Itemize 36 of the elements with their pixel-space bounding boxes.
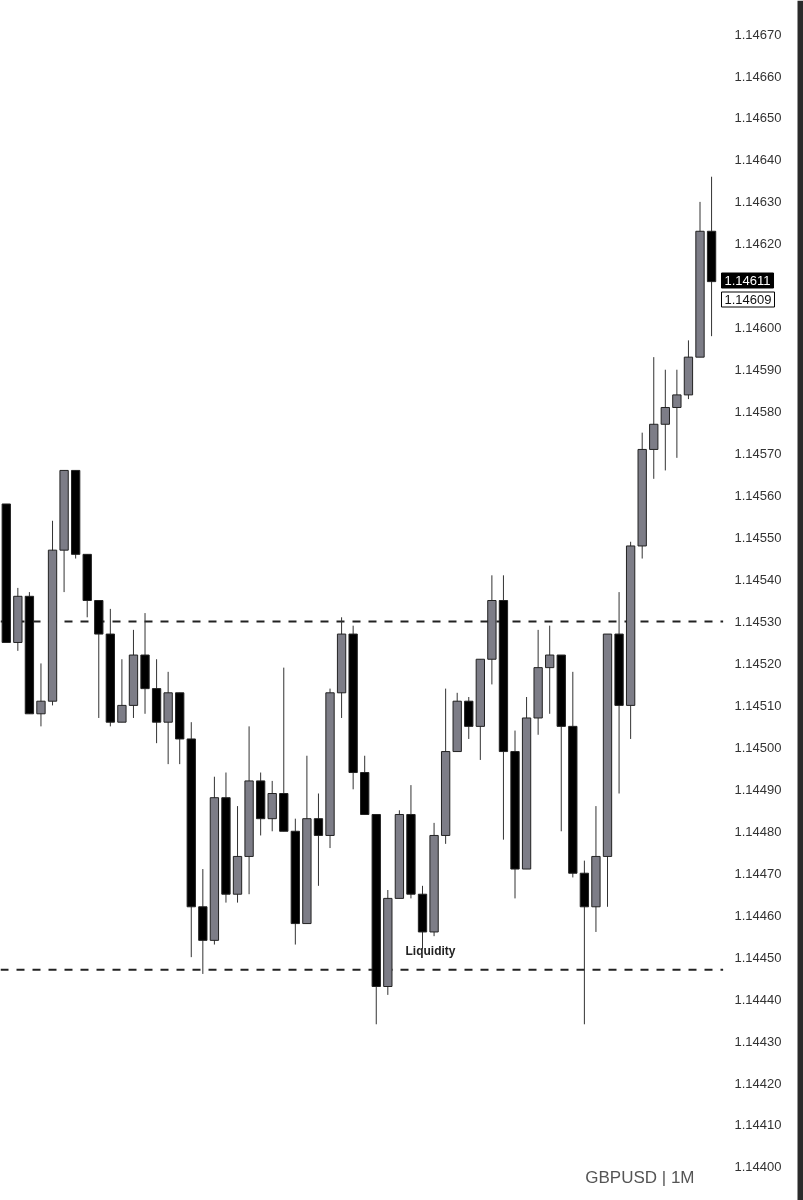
y-tick-label: 1.14500 [734, 739, 782, 755]
y-tick-label: 1.14540 [734, 572, 782, 588]
y-tick-label: 1.14410 [734, 1117, 782, 1133]
y-tick-label: 1.14590 [734, 362, 782, 378]
y-tick-label: 1.14510 [734, 697, 782, 713]
y-tick-label: 1.14620 [734, 236, 782, 252]
y-tick-label: 1.14530 [734, 613, 782, 629]
y-tick-label: 1.14640 [734, 152, 782, 168]
y-tick-label: 1.14660 [734, 68, 782, 84]
y-tick-label: 1.14570 [734, 446, 782, 462]
y-tick-label: 1.14580 [734, 404, 782, 420]
y-tick-label: 1.14490 [734, 781, 782, 797]
y-tick-label: 1.14630 [734, 194, 782, 210]
y-tick-label: 1.14420 [734, 1075, 782, 1091]
candlestick [672, 369, 682, 459]
annotation: GBPUSD | 1M [585, 1167, 695, 1187]
candlestick [313, 793, 324, 887]
y-tick-label: 1.14460 [734, 907, 782, 923]
text: 1.14609 [724, 292, 772, 307]
annotation: Liquidity [405, 943, 456, 958]
y-tick-label: 1.14480 [734, 823, 782, 839]
y-tick-label: 1.14600 [734, 320, 782, 336]
candlestick [660, 369, 670, 471]
candlestick [117, 658, 127, 723]
y-tick-label: 1.14550 [734, 530, 782, 546]
text: 1.14611 [724, 273, 771, 288]
y-tick-label: 1.14670 [734, 26, 782, 42]
y-tick-label: 1.14470 [734, 865, 782, 881]
y-tick-label: 1.14400 [734, 1159, 782, 1175]
y-tick-label: 1.14440 [734, 991, 782, 1007]
y-tick-label: 1.14430 [734, 1033, 782, 1049]
y-tick-label: 1.14560 [734, 488, 782, 504]
y-tick-label: 1.14520 [734, 655, 782, 671]
y-tick-label: 1.14450 [734, 949, 782, 965]
y-tick-label: 1.14650 [734, 110, 782, 126]
candlestick [36, 662, 46, 727]
